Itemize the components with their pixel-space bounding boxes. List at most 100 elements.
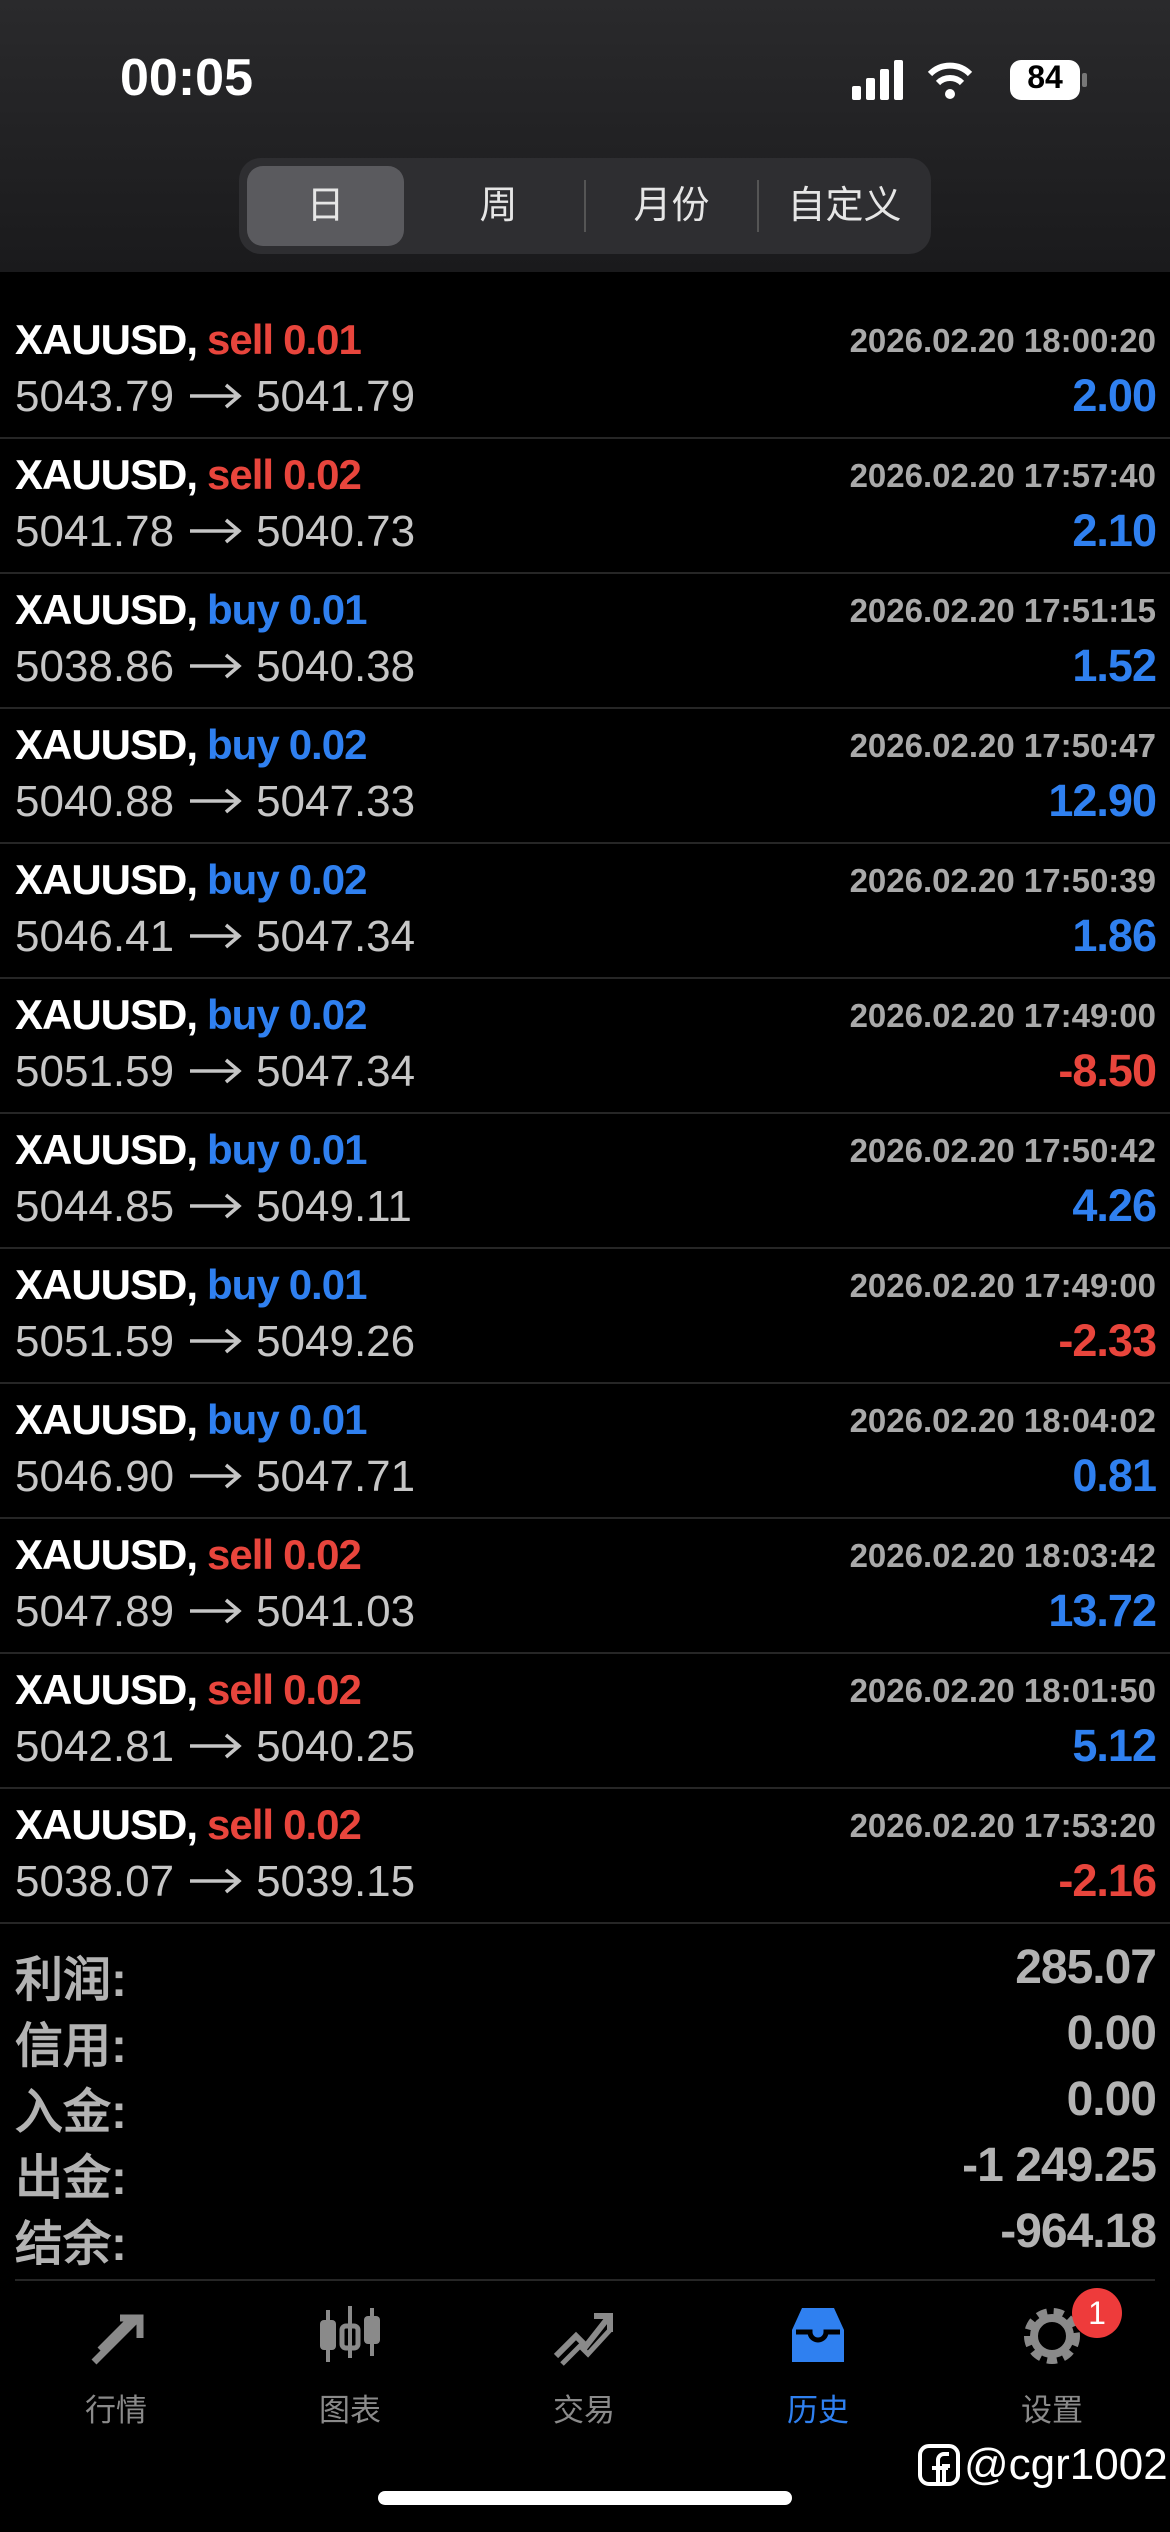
side: buy [207, 856, 280, 903]
arrow [190, 1733, 242, 1759]
volume: 0.02 [283, 1801, 362, 1848]
trade-row[interactable]: XAUUSD, sell 0.02 2026.02.20 18:03:42 5047.8… [0, 1517, 1170, 1654]
profit: 2.00 [1072, 370, 1157, 421]
period-tab[interactable]: 日 [247, 166, 404, 246]
tab-bar-item[interactable]: 图表 [250, 2300, 450, 2430]
side: buy [207, 991, 280, 1038]
trade-row[interactable]: XAUUSD, buy 0.02 2026.02.20 17:49:00 5051.59… [0, 977, 1170, 1114]
profit: 1.86 [1072, 910, 1157, 961]
close-time: 2026.02.20 17:50:47 [849, 727, 1156, 764]
period-tab[interactable]: 自定义 [787, 185, 902, 227]
trade-title: XAUUSD, buy 0.01 [15, 1396, 367, 1444]
symbol: XAUUSD, [15, 1801, 198, 1848]
close-price: 5040.25 [256, 1722, 416, 1771]
close-price: 5039.15 [256, 1857, 416, 1906]
profit: -2.33 [1058, 1315, 1157, 1366]
side: buy [207, 586, 280, 633]
symbol: XAUUSD, [15, 991, 198, 1038]
profit: 0.81 [1072, 1450, 1157, 1501]
prices: 5051.59 5049.26 [15, 1317, 415, 1367]
arrow [190, 923, 242, 949]
trade-row[interactable]: XAUUSD, sell 0.02 2026.02.20 18:01:50 5042.8… [0, 1652, 1170, 1789]
symbol: XAUUSD, [15, 316, 198, 363]
close-price: 5040.73 [256, 507, 416, 556]
arrow [190, 788, 242, 814]
tab-label: 交易 [553, 2393, 615, 2428]
open-price: 5042.81 [15, 1722, 175, 1771]
tab-label: 图表 [319, 2393, 381, 2428]
arrow [190, 1193, 242, 1219]
trade-row[interactable]: XAUUSD, buy 0.01 2026.02.20 17:50:42 5044.85… [0, 1112, 1170, 1249]
prices: 5046.41 5047.34 [15, 912, 415, 962]
symbol: XAUUSD, [15, 1126, 198, 1173]
tab-bar-item[interactable]: 行情 [16, 2300, 216, 2430]
open-price: 5041.78 [15, 507, 175, 556]
tab-bar-item[interactable]: 交易 [484, 2300, 684, 2430]
header: 00:05 84 日 周 月份 自定义 [0, 0, 1170, 272]
badge: 1 [1072, 2288, 1122, 2338]
period-tabs: 日 周 月份 自定义 [239, 158, 931, 254]
close-time: 2026.02.20 18:00:20 [849, 322, 1156, 359]
open-price: 5047.89 [15, 1587, 175, 1636]
prices: 5038.07 5039.15 [15, 1857, 415, 1907]
side: sell [207, 1801, 274, 1848]
tab-bar-item[interactable]: 设置 1 [952, 2288, 1152, 2430]
status-icons [852, 60, 1087, 100]
profit: 4.26 [1072, 1180, 1157, 1231]
tab-label: 行情 [85, 2393, 147, 2428]
close-time: 2026.02.20 17:53:20 [849, 1807, 1156, 1844]
trade-title: XAUUSD, buy 0.02 [15, 856, 367, 904]
side: sell [207, 1666, 274, 1713]
volume: 0.01 [288, 1126, 368, 1173]
volume: 0.01 [288, 1261, 368, 1308]
open-price: 5051.59 [15, 1317, 175, 1366]
trade-row[interactable]: XAUUSD, sell 0.02 2026.02.20 17:53:20 5038.0… [0, 1787, 1170, 1924]
summary-label: 出金: [15, 2152, 127, 2205]
trade-title: XAUUSD, sell 0.02 [15, 1801, 362, 1849]
close-time: 2026.02.20 17:50:39 [849, 862, 1156, 899]
close-time: 2026.02.20 17:57:40 [849, 457, 1156, 494]
volume: 0.02 [283, 1531, 362, 1578]
open-price: 5040.88 [15, 777, 175, 826]
side: buy [207, 1396, 280, 1443]
tab-bar-item[interactable]: 历史 [718, 2300, 918, 2430]
trade-row[interactable]: XAUUSD, sell 0.02 2026.02.20 17:57:40 5041.7… [0, 437, 1170, 574]
open-price: 5038.07 [15, 1857, 175, 1906]
trade-row[interactable]: XAUUSD, buy 0.02 2026.02.20 17:50:47 5040.88… [0, 707, 1170, 844]
open-price: 5043.79 [15, 372, 175, 421]
side: buy [207, 1261, 280, 1308]
prices: 5042.81 5040.25 [15, 1722, 415, 1772]
trade-row[interactable]: XAUUSD, buy 0.02 2026.02.20 17:50:39 5046.41… [0, 842, 1170, 979]
prices: 5051.59 5047.34 [15, 1047, 415, 1097]
profit: 5.12 [1072, 1720, 1157, 1771]
symbol: XAUUSD, [15, 1531, 198, 1578]
trade-row[interactable]: XAUUSD, buy 0.01 2026.02.20 17:49:00 5051.59… [0, 1247, 1170, 1384]
period-tab[interactable]: 月份 [633, 185, 710, 227]
trade-row[interactable]: XAUUSD, buy 0.01 2026.02.20 18:04:02 5046.90… [0, 1382, 1170, 1519]
trade-row[interactable]: XAUUSD, sell 0.01 2026.02.20 18:00:20 5043.7… [0, 302, 1170, 439]
side: sell [207, 316, 274, 363]
trade-title: XAUUSD, buy 0.01 [15, 586, 367, 634]
summary-label: 结余: [15, 2218, 127, 2271]
symbol: XAUUSD, [15, 721, 198, 768]
profit: 2.10 [1072, 505, 1157, 556]
open-price: 5051.59 [15, 1047, 175, 1096]
trade-title: XAUUSD, buy 0.02 [15, 991, 367, 1039]
volume: 0.01 [283, 316, 362, 363]
trade-row[interactable]: XAUUSD, buy 0.01 2026.02.20 17:51:15 5038.86… [0, 572, 1170, 709]
watermark: @cgr1002 [964, 2440, 1168, 2489]
profit: 12.90 [1048, 775, 1157, 826]
close-price: 5047.71 [256, 1452, 416, 1501]
period-tab[interactable]: 周 [479, 185, 518, 227]
clock: 00:05 [120, 49, 253, 107]
close-price: 5041.79 [256, 372, 416, 421]
trade-title: XAUUSD, buy 0.01 [15, 1261, 368, 1309]
prices: 5041.78 5040.73 [15, 507, 415, 557]
close-time: 2026.02.20 17:49:00 [849, 997, 1156, 1034]
summary-value: 285.07 [1015, 1941, 1157, 1994]
symbol: XAUUSD, [15, 1261, 198, 1308]
tab-icon [792, 2308, 844, 2362]
arrow [190, 653, 242, 679]
arrow [190, 518, 242, 544]
